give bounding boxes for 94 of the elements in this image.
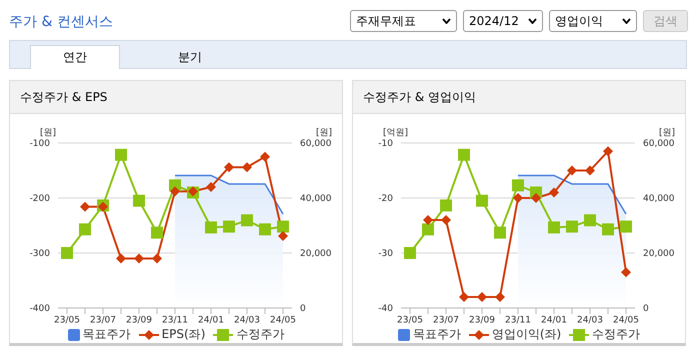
point xyxy=(423,215,433,225)
point xyxy=(602,223,614,236)
y2-axis-title: [원] xyxy=(316,127,332,139)
point xyxy=(133,194,145,207)
dropdown-field: 2024/12 xyxy=(463,10,543,32)
x-tick-label: 24/03 xyxy=(234,315,260,326)
x-tick-label: 23/07 xyxy=(90,315,116,326)
point xyxy=(152,254,162,264)
point xyxy=(621,267,631,278)
point xyxy=(549,188,559,198)
x-tick-label: 23/09 xyxy=(469,315,496,326)
text: 주가 & 컨센서스 xyxy=(9,14,113,30)
y2-tick-label: 40,000 xyxy=(643,194,675,204)
point xyxy=(116,254,126,264)
point xyxy=(441,215,451,225)
point xyxy=(548,221,560,234)
x-tick-label: 23/11 xyxy=(162,315,188,326)
point xyxy=(512,179,524,192)
legend-label: 수정주가 xyxy=(592,326,640,343)
y-axis-title: [원] xyxy=(40,127,56,139)
point xyxy=(459,292,469,302)
y-axis-title: [억원] xyxy=(383,127,408,139)
point xyxy=(277,220,289,233)
point xyxy=(223,220,235,233)
point xyxy=(241,214,253,226)
x-tick-label: 23/05 xyxy=(397,315,423,326)
point xyxy=(422,223,434,236)
y-tick-label: -100 xyxy=(30,139,50,150)
point xyxy=(404,247,416,259)
point xyxy=(61,247,73,259)
point xyxy=(494,226,506,239)
legend-label: 영업이익(좌) xyxy=(492,326,562,343)
point xyxy=(224,162,234,172)
point xyxy=(603,146,613,156)
legend-label: 목표주가 xyxy=(82,326,131,343)
x-tick-label: 23/11 xyxy=(505,315,531,326)
point xyxy=(477,292,487,302)
point xyxy=(620,220,632,233)
point xyxy=(242,162,252,172)
point xyxy=(476,194,488,207)
text: 분기 xyxy=(177,48,203,66)
x-tick-label: 23/05 xyxy=(54,315,80,326)
point xyxy=(531,193,541,203)
y2-tick-label: 0 xyxy=(643,304,649,314)
x-tick-label: 24/01 xyxy=(541,315,567,326)
chart-title: 수정주가 & 영업이익 xyxy=(353,81,685,114)
y-tick-label: -400 xyxy=(30,304,50,314)
legend-label: 수정주가 xyxy=(236,326,284,343)
search-button: 검색 xyxy=(643,10,688,32)
x-tick-label: 24/05 xyxy=(270,315,296,326)
point xyxy=(585,166,595,176)
point xyxy=(495,292,505,302)
point xyxy=(98,202,108,212)
point xyxy=(566,220,578,233)
dropdown-field: 영업이익 xyxy=(549,10,637,32)
legend-label: 목표주가 xyxy=(412,326,461,343)
y2-tick-label: 60,000 xyxy=(643,139,675,150)
point xyxy=(205,221,217,234)
chart-title: 수정주가 & EPS xyxy=(10,81,342,114)
tab: 연간 xyxy=(30,45,120,69)
point xyxy=(567,166,577,176)
y-tick-label: -300 xyxy=(30,249,50,260)
point xyxy=(134,254,144,264)
point xyxy=(440,199,452,212)
x-tick-label: 24/03 xyxy=(577,315,603,326)
y2-tick-label: 40,000 xyxy=(300,194,332,204)
y2-axis-title: [원] xyxy=(658,127,675,139)
x-tick-label: 24/01 xyxy=(198,315,224,326)
x-tick-label: 23/07 xyxy=(433,315,459,326)
y2-tick-label: 0 xyxy=(300,304,306,314)
legend-label: EPS(좌) xyxy=(162,326,206,343)
y-tick-label: -20 xyxy=(378,194,394,204)
y-tick-label: -200 xyxy=(30,194,50,204)
y-tick-label: -30 xyxy=(378,249,394,260)
dropdown-field: 주재무제표 xyxy=(350,10,457,32)
point xyxy=(278,230,288,241)
y-tick-label: -40 xyxy=(378,304,394,314)
y2-tick-label: 60,000 xyxy=(300,139,332,150)
x-tick-label: 23/09 xyxy=(126,315,152,326)
point xyxy=(115,148,127,161)
point xyxy=(79,223,91,236)
point xyxy=(151,226,163,239)
y-tick-label: -10 xyxy=(378,139,394,150)
point xyxy=(584,214,596,226)
point xyxy=(80,202,90,212)
y2-tick-label: 20,000 xyxy=(643,249,675,260)
point xyxy=(260,152,270,162)
point xyxy=(170,186,180,196)
point xyxy=(259,223,271,236)
point xyxy=(206,182,216,192)
x-tick-label: 24/05 xyxy=(613,315,639,326)
point xyxy=(513,193,523,203)
point xyxy=(458,148,470,161)
y2-tick-label: 20,000 xyxy=(300,249,332,260)
